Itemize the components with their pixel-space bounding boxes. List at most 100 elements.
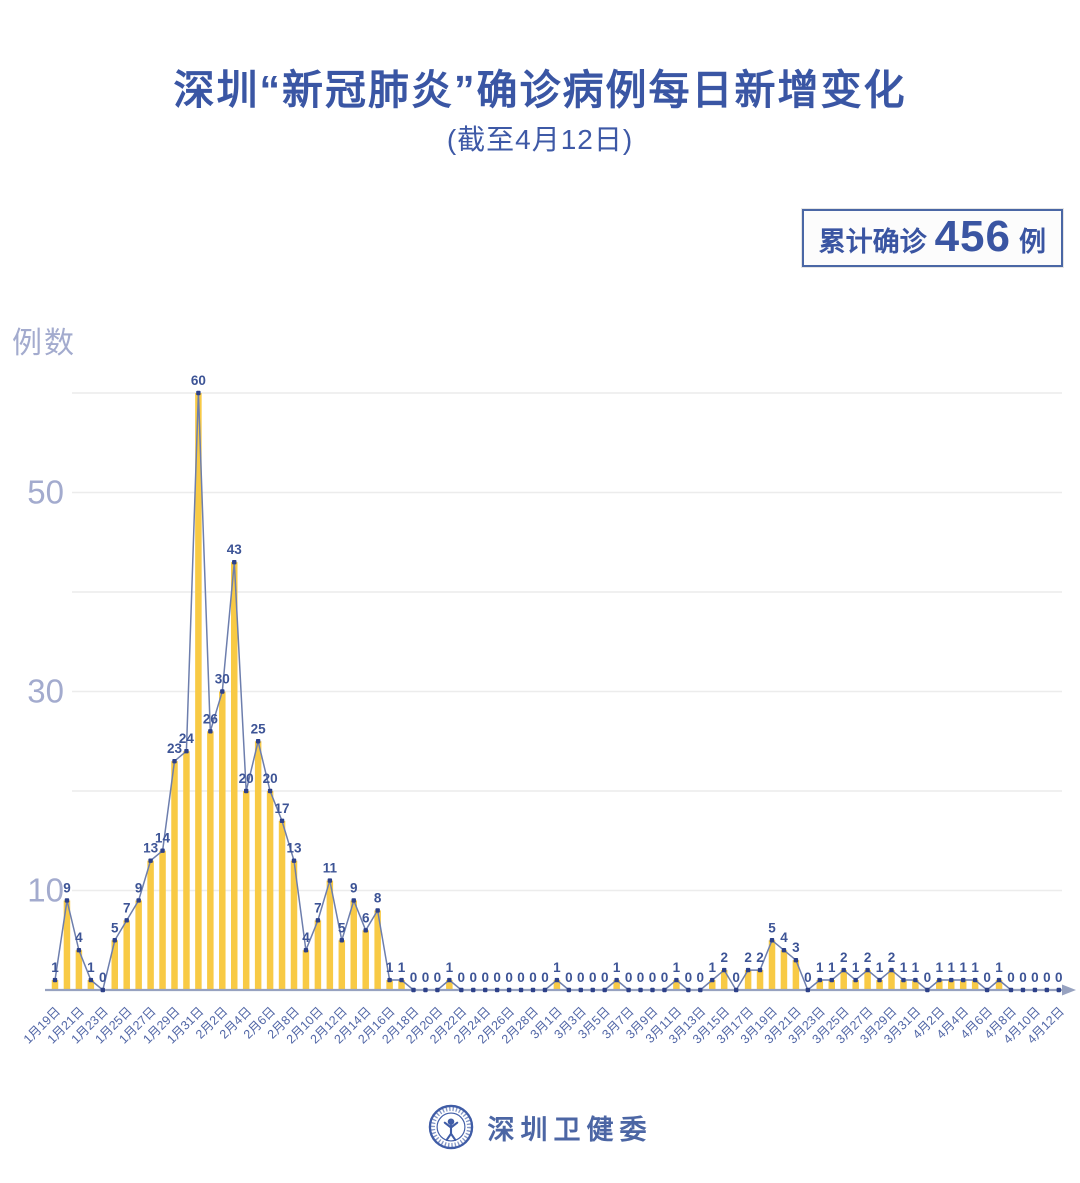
y-axis-title: 例数 — [12, 327, 76, 360]
data-point-marker — [387, 977, 392, 983]
value-label: 0 — [601, 970, 609, 985]
bar — [792, 960, 800, 990]
data-point-marker — [972, 977, 978, 983]
bar — [398, 980, 405, 990]
data-point-marker — [841, 967, 846, 973]
value-label: 0 — [565, 970, 573, 985]
data-point-marker — [805, 987, 811, 993]
value-label: 9 — [135, 880, 143, 895]
value-label: 3 — [792, 940, 800, 955]
value-label: 0 — [529, 970, 537, 985]
data-point-marker — [267, 788, 273, 794]
bar — [840, 970, 847, 990]
x-axis-tick-labels: 1月19日1月21日1月23日1月25日1月27日1月29日1月31日2月2日2… — [21, 1004, 1067, 1046]
value-label: 9 — [350, 880, 358, 895]
value-label: 1 — [959, 960, 967, 975]
value-label: 2 — [720, 950, 728, 965]
data-point-marker — [925, 987, 930, 993]
data-point-marker — [220, 689, 225, 694]
data-point-marker — [996, 977, 1002, 983]
data-point-marker — [1008, 987, 1014, 993]
data-point-marker — [722, 967, 727, 973]
bar — [864, 970, 871, 990]
bar — [51, 980, 59, 990]
data-point-marker — [733, 987, 739, 993]
value-label: 17 — [275, 801, 290, 816]
cumulative-total-badge: 累计确诊 456 例 — [801, 209, 1063, 267]
data-point-marker — [769, 938, 775, 943]
data-point-marker — [232, 559, 237, 565]
data-point-marker — [76, 948, 82, 953]
shenzhen-health-commission-logo-icon — [428, 1104, 473, 1150]
bar — [159, 850, 166, 990]
bar — [183, 751, 190, 990]
bar — [852, 980, 859, 990]
data-point-marker — [745, 967, 751, 973]
data-point-marker — [136, 898, 141, 903]
data-point-marker — [829, 977, 834, 983]
data-point-marker — [949, 977, 954, 983]
bar — [195, 393, 202, 990]
bar — [780, 950, 788, 990]
bar — [720, 970, 728, 990]
value-label: 1 — [912, 960, 920, 975]
bar — [87, 980, 95, 990]
value-label: 5 — [768, 920, 776, 935]
data-point-marker — [291, 858, 297, 863]
value-label: 1 — [816, 960, 824, 975]
bar — [147, 860, 154, 990]
data-point-marker — [793, 957, 799, 963]
value-label: 1 — [613, 960, 621, 975]
data-point-marker — [877, 977, 882, 983]
data-point-marker — [64, 898, 70, 903]
bar — [338, 940, 346, 990]
bar — [350, 900, 357, 990]
data-point-marker — [327, 878, 333, 883]
value-label: 9 — [63, 880, 71, 895]
data-point-marker — [901, 977, 906, 983]
bar — [828, 980, 835, 990]
value-labels: 1941057913142324602630432025201713471159… — [51, 373, 1062, 985]
data-point-marker — [781, 948, 787, 953]
bars — [51, 393, 1003, 990]
bar — [912, 980, 919, 990]
y-tick-label: 50 — [27, 474, 64, 511]
value-label: 0 — [99, 970, 107, 985]
data-point-marker — [315, 918, 321, 923]
data-point-marker — [554, 977, 560, 983]
data-point-marker — [423, 987, 428, 993]
chart-title: 深圳“新冠肺炎”确诊病例每日新增变化 — [173, 67, 907, 113]
badge-total-number: 456 — [934, 212, 1011, 261]
bar — [242, 791, 250, 990]
data-point-marker — [339, 938, 344, 943]
value-label: 0 — [732, 970, 740, 985]
data-point-marker — [399, 977, 404, 983]
value-label: 0 — [469, 970, 477, 985]
bar — [123, 920, 130, 990]
data-point-marker — [937, 977, 942, 983]
bar — [302, 950, 310, 990]
y-tick-label: 10 — [27, 872, 64, 909]
data-point-marker — [602, 987, 607, 993]
value-label: 2 — [744, 950, 752, 965]
data-point-marker — [913, 977, 918, 983]
value-label: 1 — [936, 960, 944, 975]
value-label: 5 — [338, 920, 346, 935]
bar — [553, 980, 561, 990]
bar — [63, 900, 71, 990]
value-label: 24 — [179, 731, 195, 746]
data-point-markers — [52, 390, 1061, 993]
data-point-marker — [542, 987, 548, 993]
value-label: 1 — [708, 960, 716, 975]
value-label: 0 — [983, 970, 991, 985]
bar — [290, 860, 298, 990]
data-point-marker — [483, 987, 488, 993]
bar — [254, 741, 262, 990]
value-label: 0 — [924, 970, 932, 985]
data-point-marker — [124, 918, 129, 923]
data-point-marker — [506, 987, 512, 993]
data-point-marker — [112, 938, 117, 943]
data-point-marker — [1056, 987, 1061, 993]
bar — [386, 980, 393, 990]
value-label: 1 — [947, 960, 955, 975]
